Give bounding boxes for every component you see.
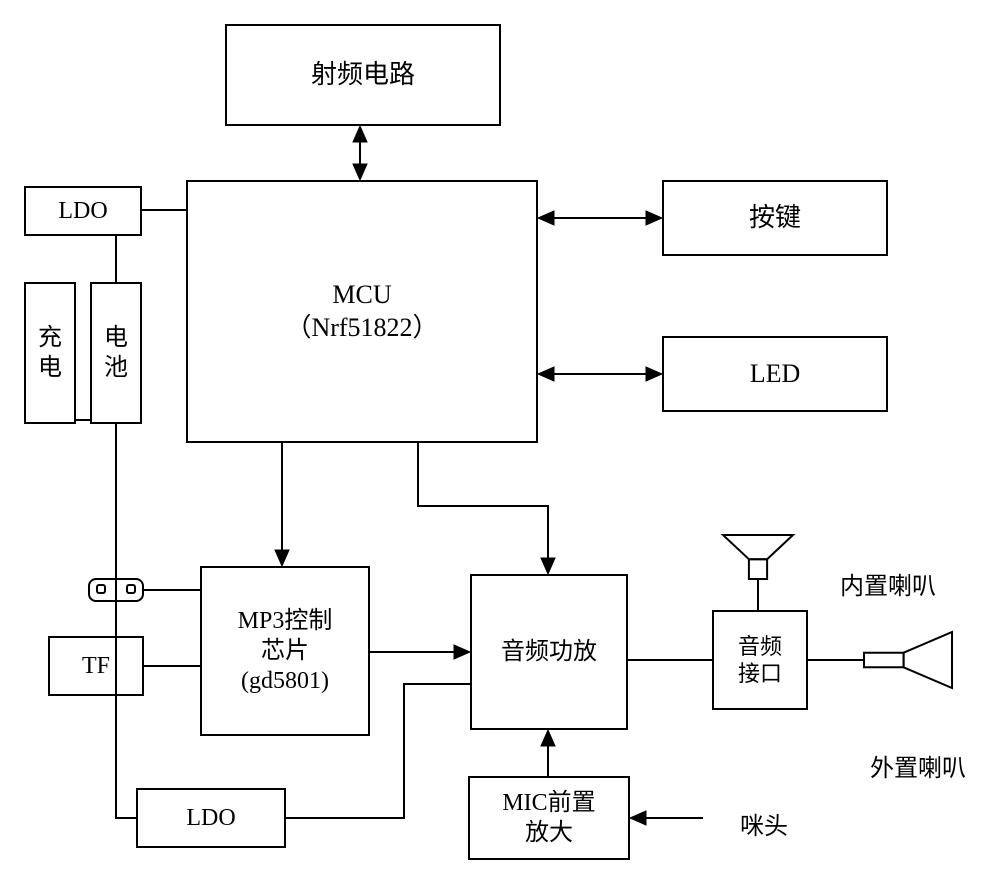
mcu-box: MCU（Nrf51822） [186, 180, 538, 443]
battery-label: 电池 [104, 323, 128, 383]
mic-label: 咪头 [740, 806, 788, 841]
rf-circuit-box: 射频电路 [225, 24, 501, 126]
ldo-top-label: LDO [58, 196, 107, 226]
audio-pa-box: 音频功放 [470, 574, 628, 730]
buttons-label: 按键 [749, 202, 801, 235]
led-label: LED [750, 358, 801, 391]
audio-if-box: 音频接口 [712, 610, 808, 710]
charge-box: 充电 [24, 282, 76, 424]
mic-preamp-box: MIC前置放大 [468, 776, 630, 860]
rf-circuit-label: 射频电路 [311, 59, 415, 92]
charge-label: 充电 [38, 323, 62, 383]
led-box: LED [662, 336, 888, 412]
external-speaker-label: 外置喇叭 [870, 748, 966, 783]
mic-preamp-label: MIC前置放大 [502, 788, 595, 848]
ldo-bottom-label: LDO [186, 803, 235, 833]
mp3-chip-box: MP3控制芯片(gd5801) [200, 566, 370, 736]
tf-label: TF [82, 651, 110, 681]
audio-if-label: 音频接口 [738, 633, 782, 688]
ldo-bottom-box: LDO [136, 788, 286, 848]
tf-box: TF [48, 636, 144, 696]
buttons-box: 按键 [662, 180, 888, 256]
usb-port-icon [88, 578, 144, 602]
battery-box: 电池 [90, 282, 142, 424]
mp3-chip-label: MP3控制芯片(gd5801) [238, 606, 333, 696]
internal-speaker-label: 内置喇叭 [840, 566, 936, 601]
ldo-top-box: LDO [24, 186, 142, 236]
audio-pa-label: 音频功放 [501, 637, 597, 667]
mcu-label: MCU（Nrf51822） [285, 279, 438, 344]
connectors-svg [0, 0, 1000, 889]
